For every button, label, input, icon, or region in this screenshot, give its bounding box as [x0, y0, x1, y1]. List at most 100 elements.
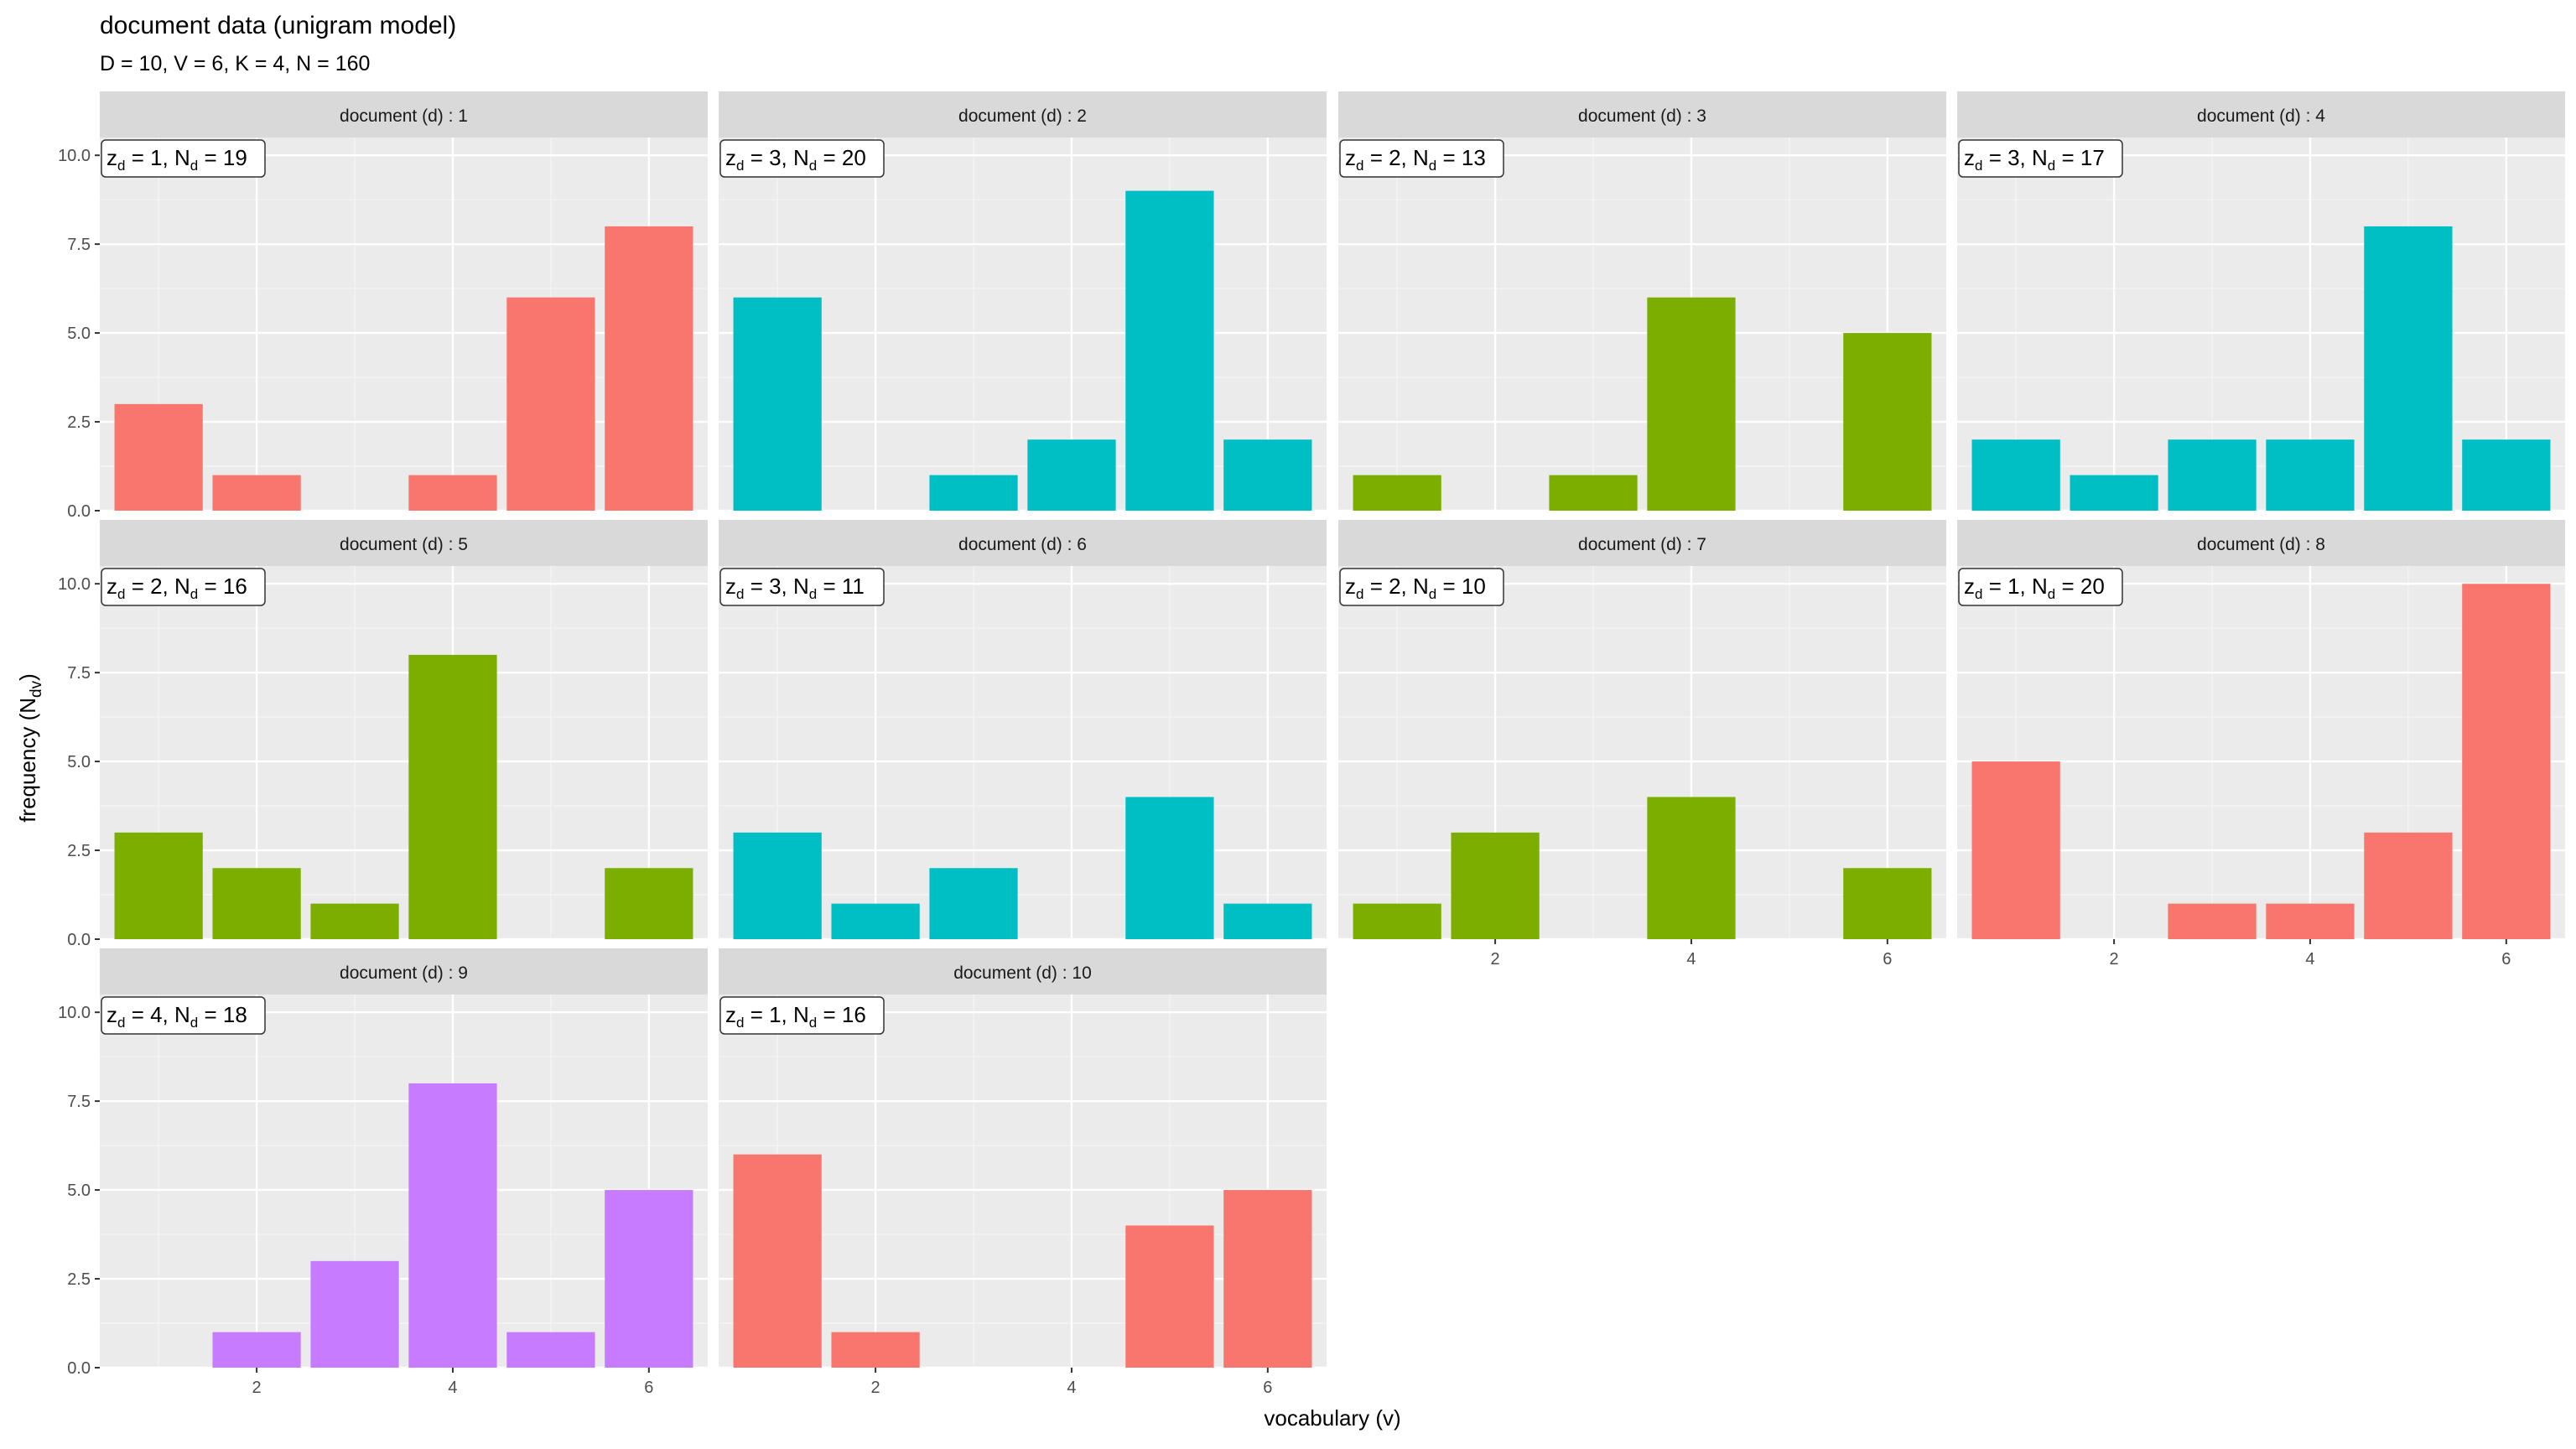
label-box-text: zd = 1, Nd = 16 — [725, 1002, 866, 1031]
x-tick-label: 4 — [2305, 950, 2314, 969]
y-tick-label: 10.0 — [58, 147, 91, 165]
panel-label-box: zd = 1, Nd = 20 — [1958, 568, 2123, 606]
y-tick-label: 0.0 — [67, 1359, 91, 1378]
panel-document-3: document (d) : 3 zd = 2, Nd = 13 — [1338, 91, 1946, 512]
bar-v3 — [1549, 475, 1638, 511]
label-box-frame — [719, 996, 885, 1035]
bar-v4 — [408, 654, 497, 939]
x-tick-label: 2 — [2110, 950, 2119, 969]
panel-label-box: zd = 1, Nd = 19 — [101, 139, 266, 178]
label-box-text: zd = 1, Nd = 19 — [106, 145, 247, 174]
x-tick-label: 2 — [871, 1379, 880, 1397]
x-tick-label: 6 — [2501, 950, 2511, 969]
bar-v6 — [2462, 584, 2551, 939]
bar-v6 — [1223, 439, 1312, 511]
bar-v4 — [1027, 439, 1116, 511]
bar-v4 — [1647, 797, 1736, 939]
panel-document-6: document (d) : 6 zd = 3, Nd = 11 — [719, 520, 1327, 941]
bar-v3 — [2168, 903, 2257, 939]
panel-strip — [100, 91, 708, 138]
bar-v2 — [212, 475, 301, 511]
label-box-frame — [1958, 568, 2123, 606]
bar-v6 — [2462, 439, 2551, 511]
chart-title: document data (unigram model) — [100, 12, 456, 39]
label-box-text: zd = 4, Nd = 18 — [106, 1002, 247, 1031]
label-box-text: zd = 3, Nd = 20 — [725, 145, 866, 174]
bar-v5 — [506, 1332, 595, 1368]
panel-label-box: zd = 2, Nd = 10 — [1339, 568, 1504, 606]
bar-v2 — [212, 1332, 301, 1368]
bar-v1 — [733, 1154, 822, 1368]
label-box-frame — [101, 139, 266, 178]
bar-v6 — [1843, 333, 1932, 511]
label-box-frame — [101, 568, 266, 606]
panel-document-8: document (d) : 8 zd = 1, Nd = 20 2 4 6 — [1957, 520, 2565, 969]
strip-label: document (d) : 4 — [2197, 106, 2325, 126]
panel-document-4: document (d) : 4 zd = 3, Nd = 17 — [1957, 91, 2565, 512]
bar-v5 — [506, 297, 595, 511]
bar-v5 — [1125, 190, 1214, 512]
bar-v4 — [2266, 439, 2355, 511]
panel-strip — [100, 948, 708, 995]
bar-v5 — [2364, 832, 2453, 939]
x-axis-label: vocabulary (v) — [1264, 1405, 1400, 1431]
bar-v6 — [1223, 1190, 1312, 1368]
bar-v4 — [408, 475, 497, 511]
y-tick-label: 2.5 — [67, 413, 91, 432]
panel-document-5: document (d) : 5 zd = 2, Nd = 16 0.0 2.5 5.0… — [58, 520, 708, 949]
panel-strip — [1338, 520, 1946, 566]
y-tick-label: 2.5 — [67, 1270, 91, 1289]
bar-v3 — [310, 903, 399, 939]
panel-label-box: zd = 2, Nd = 16 — [101, 568, 266, 606]
panel-label-box: zd = 4, Nd = 18 — [101, 996, 266, 1035]
panel-strip — [1957, 91, 2565, 138]
bar-v1 — [733, 297, 822, 511]
y-tick-label: 0.0 — [67, 502, 91, 521]
panel-document-10: document (d) : 10 zd = 1, Nd = 16 2 4 6 — [719, 948, 1327, 1397]
x-tick-label: 4 — [1067, 1379, 1076, 1397]
label-box-frame — [1339, 139, 1504, 178]
label-box-text: zd = 2, Nd = 13 — [1345, 145, 1486, 174]
bar-v1 — [1353, 475, 1441, 511]
bar-v3 — [310, 1260, 399, 1368]
x-tick-label: 2 — [252, 1379, 262, 1397]
bar-v2 — [2070, 475, 2158, 511]
bar-v6 — [605, 226, 693, 511]
y-tick-label: 10.0 — [58, 1004, 91, 1022]
panel-label-box: zd = 2, Nd = 13 — [1339, 139, 1504, 178]
bar-v1 — [114, 403, 203, 511]
bar-v1 — [1971, 439, 2060, 511]
label-box-frame — [1339, 568, 1504, 606]
panel-strip — [1957, 520, 2565, 566]
bar-v5 — [1125, 797, 1214, 939]
y-tick-label: 5.0 — [67, 753, 91, 771]
panel-strip — [719, 91, 1327, 138]
bar-v6 — [1843, 868, 1932, 939]
panel-label-box: zd = 3, Nd = 20 — [719, 139, 885, 178]
strip-label: document (d) : 6 — [958, 535, 1087, 554]
bar-v5 — [2364, 226, 2453, 511]
bar-v1 — [114, 832, 203, 939]
label-box-frame — [719, 139, 885, 178]
strip-label: document (d) : 7 — [1578, 535, 1706, 554]
label-box-text: zd = 2, Nd = 16 — [106, 574, 247, 602]
strip-label: document (d) : 3 — [1578, 106, 1706, 126]
y-tick-label: 7.5 — [67, 664, 91, 683]
bar-v4 — [2266, 903, 2355, 939]
panel-strip — [719, 948, 1327, 995]
x-tick-label: 6 — [644, 1379, 653, 1397]
label-box-text: zd = 2, Nd = 10 — [1345, 574, 1486, 602]
x-tick-label: 4 — [448, 1379, 457, 1397]
strip-label: document (d) : 8 — [2197, 535, 2325, 554]
bar-v5 — [1125, 1225, 1214, 1368]
bar-v1 — [733, 832, 822, 939]
strip-label: document (d) : 5 — [340, 535, 468, 554]
bar-v2 — [831, 903, 920, 939]
bar-v2 — [831, 1332, 920, 1368]
label-box-text: zd = 3, Nd = 11 — [725, 574, 865, 602]
bar-v1 — [1353, 903, 1441, 939]
panel-grid: document (d) : 1 zd = 1, Nd = 19 0.0 2.5 5.0… — [58, 91, 2565, 1397]
bar-v1 — [1971, 761, 2060, 939]
bar-v2 — [1451, 832, 1540, 939]
